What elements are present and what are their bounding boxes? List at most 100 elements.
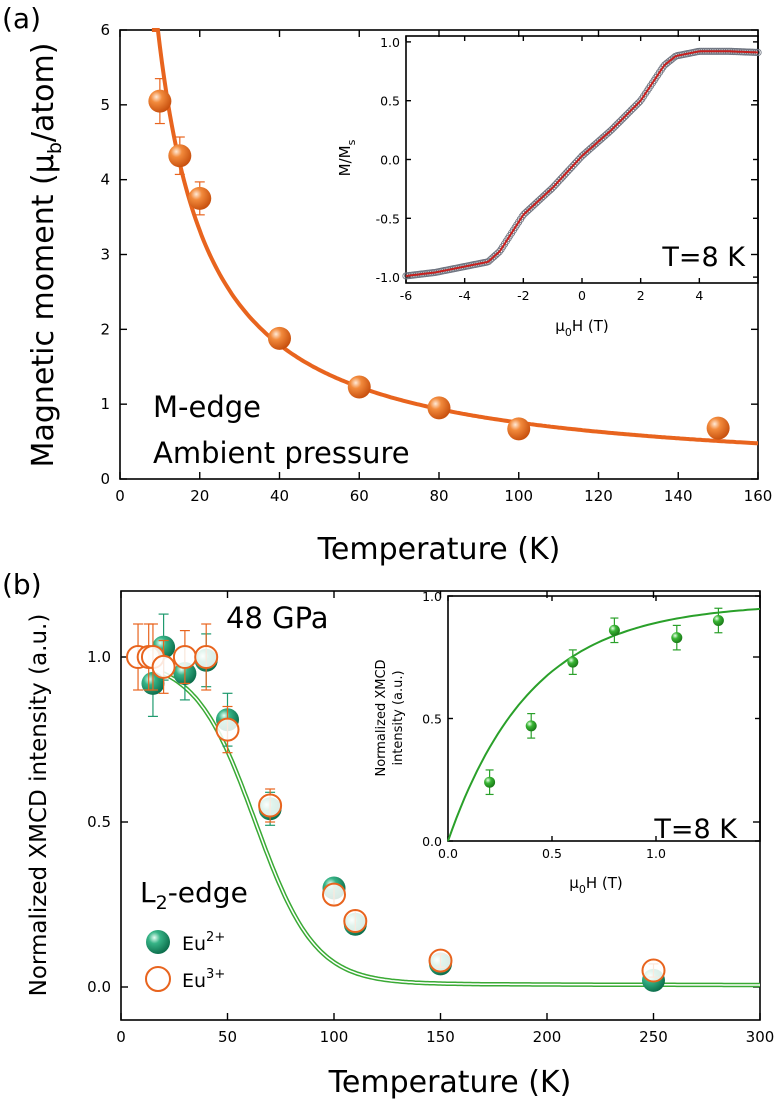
y-tick-label: 1.0 bbox=[422, 589, 442, 604]
panel-b-points bbox=[126, 613, 666, 992]
panel-a-fit-curve bbox=[151, 28, 759, 446]
panel-b: (b) 0 50 100 150 200 250 300 0.0 0.5 1.0 Tempera… bbox=[2, 568, 774, 1099]
inset-b-point bbox=[567, 656, 579, 668]
eu3-point bbox=[172, 645, 197, 669]
inset-b-point bbox=[484, 776, 496, 788]
legend-marker-eu2 bbox=[146, 930, 170, 954]
y-tick-label: 0.5 bbox=[380, 94, 400, 109]
inset-a-data-point bbox=[495, 248, 503, 256]
inset-a-data-point bbox=[636, 97, 644, 105]
y-tick-label: -0.5 bbox=[376, 211, 400, 226]
panel-b-inset: 0.0 0.5 1.0 0.0 0.5 1.0 T=8 K μ0H (T) Normal… bbox=[374, 589, 761, 896]
y-tick-label: -1.0 bbox=[376, 270, 400, 285]
eu3-point bbox=[151, 654, 176, 679]
x-tick-label: 80 bbox=[429, 487, 448, 505]
x-tick-label: -4 bbox=[458, 288, 471, 303]
inset-b-fit-curve bbox=[447, 607, 761, 842]
panel-b-y-label: Normalized XMCD intensity (a.u.) bbox=[26, 614, 52, 997]
panel-a-point bbox=[168, 144, 192, 168]
panel-a-x-label: Temperature (K) bbox=[317, 532, 561, 567]
inset-b-point bbox=[608, 624, 620, 636]
panel-a-x-ticks: 0 20 40 60 80 100 120 140 160 bbox=[115, 30, 772, 505]
eu3-point bbox=[343, 909, 368, 933]
panel-b-x-label: Temperature (K) bbox=[328, 1065, 572, 1099]
eu3-point bbox=[194, 645, 219, 669]
y-tick-label: 0.5 bbox=[422, 712, 442, 727]
panel-a-y-label: Magnetic moment (μb/atom) bbox=[26, 43, 66, 468]
y-tick-label: 0.0 bbox=[422, 834, 442, 849]
inset-b-x-ticks: 0.0 0.5 1.0 bbox=[438, 596, 666, 861]
x-tick-label: 2 bbox=[637, 288, 645, 303]
inset-b-y-label-line1: Normalized XMCD bbox=[374, 659, 389, 776]
panel-a-inset: -6 -4 -2 0 2 4 -1.0 -0.5 0.0 0.5 1.0 T=8 K μ0H (T… bbox=[336, 35, 762, 339]
panel-a-point bbox=[188, 186, 212, 210]
panel-a-point bbox=[347, 375, 371, 399]
x-tick-label: 50 bbox=[218, 1028, 237, 1046]
y-tick-label: 6 bbox=[100, 21, 110, 39]
y-tick-label: 5 bbox=[100, 96, 110, 114]
y-tick-label: 0 bbox=[100, 470, 110, 488]
inset-b-x-label: μ0H (T) bbox=[569, 874, 622, 896]
eu3-point bbox=[641, 958, 666, 983]
y-tick-label: 1.0 bbox=[380, 35, 400, 50]
x-tick-label: 20 bbox=[190, 487, 209, 505]
x-tick-label: 0 bbox=[578, 288, 586, 303]
inset-b-points bbox=[484, 607, 724, 796]
panel-a-point bbox=[268, 326, 291, 350]
eu3-point bbox=[215, 717, 240, 742]
x-tick-label: 100 bbox=[504, 487, 533, 505]
y-tick-label: 2 bbox=[100, 320, 110, 338]
inset-b-y-label-line2: intensity (a.u.) bbox=[391, 670, 406, 765]
x-tick-label: 0.5 bbox=[542, 846, 562, 861]
panel-a-annotation-edge: M-edge bbox=[153, 390, 261, 424]
x-tick-label: 300 bbox=[746, 1028, 775, 1046]
x-tick-label: 120 bbox=[584, 487, 613, 505]
x-tick-label: 140 bbox=[664, 487, 693, 505]
y-tick-label: 0.0 bbox=[87, 978, 111, 996]
panel-label-b: (b) bbox=[2, 568, 42, 601]
panel-a-points bbox=[148, 78, 730, 441]
x-tick-label: 0 bbox=[115, 487, 125, 505]
inset-a-fit-curve bbox=[405, 50, 759, 277]
x-tick-label: 60 bbox=[350, 487, 369, 505]
panel-b-annotation-pressure: 48 GPa bbox=[226, 601, 329, 635]
eu3-point bbox=[428, 948, 453, 973]
panel-a-annotation-pressure: Ambient pressure bbox=[153, 436, 410, 470]
panel-label-a: (a) bbox=[2, 2, 41, 35]
x-tick-label: 0.0 bbox=[438, 846, 458, 861]
inset-a-data-point bbox=[634, 99, 642, 107]
panel-a-point bbox=[706, 416, 730, 440]
x-tick-label: -6 bbox=[400, 288, 413, 303]
y-tick-label: 3 bbox=[100, 246, 110, 264]
panel-a-y-ticks: 0 1 2 3 4 5 6 bbox=[100, 21, 758, 488]
x-tick-label: 250 bbox=[639, 1028, 668, 1046]
panel-b-legend: Eu2+ Eu3+ bbox=[145, 930, 225, 992]
legend-label-eu3: Eu3+ bbox=[182, 967, 225, 992]
y-tick-label: 0.5 bbox=[87, 813, 111, 831]
legend-marker-eu3 bbox=[145, 966, 171, 992]
x-tick-label: 200 bbox=[533, 1028, 562, 1046]
x-tick-label: 100 bbox=[320, 1028, 349, 1046]
x-tick-label: 40 bbox=[270, 487, 289, 505]
y-tick-label: 1.0 bbox=[87, 648, 111, 666]
inset-b-point bbox=[525, 720, 537, 732]
x-tick-label: 4 bbox=[695, 288, 703, 303]
inset-b-annotation: T=8 K bbox=[653, 814, 738, 845]
y-tick-label: 4 bbox=[100, 171, 110, 189]
inset-b-point bbox=[671, 632, 683, 644]
panel-a-point bbox=[507, 417, 531, 441]
x-tick-label: 160 bbox=[744, 487, 773, 505]
panel-a-point bbox=[427, 396, 451, 420]
inset-b-y-ticks: 0.0 0.5 1.0 bbox=[422, 589, 760, 849]
inset-a-annotation: T=8 K bbox=[661, 242, 746, 273]
x-tick-label: 1.0 bbox=[646, 846, 666, 861]
eu3-point bbox=[258, 793, 283, 818]
y-tick-label: 0.0 bbox=[380, 153, 400, 168]
x-tick-label: 150 bbox=[426, 1028, 455, 1046]
inset-a-x-ticks: -6 -4 -2 0 2 4 bbox=[400, 36, 703, 303]
y-tick-label: 1 bbox=[100, 395, 110, 413]
inset-b-point bbox=[712, 615, 724, 626]
panel-b-edge-label: L2-edge bbox=[140, 876, 248, 914]
